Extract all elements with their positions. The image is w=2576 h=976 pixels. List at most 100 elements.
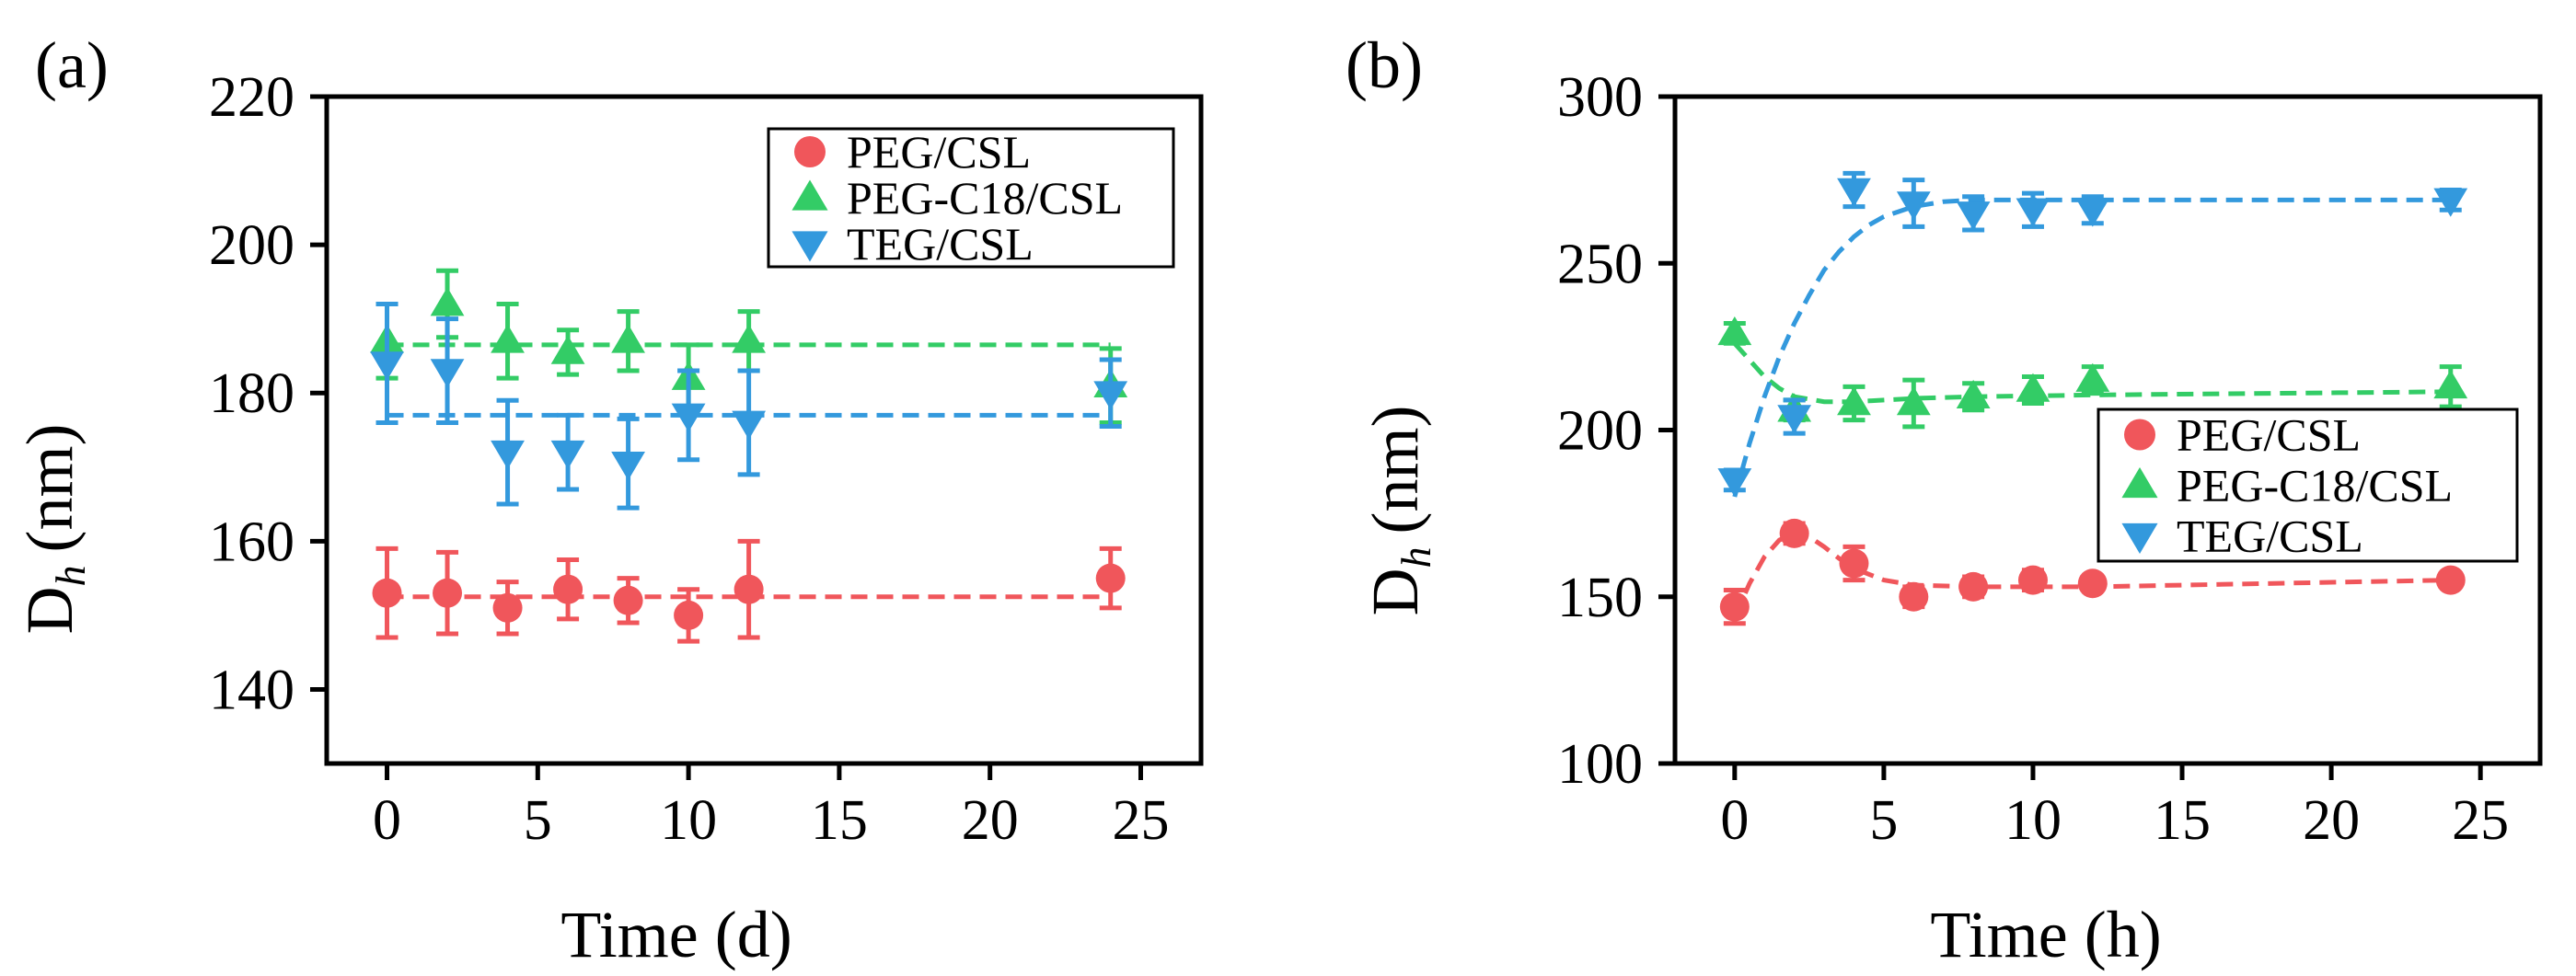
panel-b-point-peg-c18-csl [1717,316,1752,346]
panel-a-ylabel-main: D [13,586,87,634]
panel-a-point-peg-c18-csl [491,324,525,353]
panel-a-point-peg-csl [492,592,523,623]
panel-b-x-tick-label: 25 [2452,789,2509,852]
panel-a-label: (a) [35,29,109,102]
panel-b-x-axis-label: Time (h) [1930,898,2161,971]
panel-a-ylabel-unit: (nm) [13,424,87,553]
panel-a-y-tick-label: 200 [209,214,295,277]
panel-a-x-tick-label: 20 [962,789,1019,852]
panel-b-x-tick-label: 0 [1720,789,1749,852]
panel-b-legend-marker-peg-c18-csl [2121,466,2158,499]
panel-a-point-peg-c18-csl [611,324,645,353]
panel-b-legend-label-peg-c18-csl: PEG-C18/CSL [2177,460,2453,511]
panel-b-point-teg-csl [1777,405,1812,434]
panel-b-point-teg-csl [1956,201,1991,231]
panel-b-point-peg-c18-csl [2075,362,2110,392]
panel-b-y-tick-label: 250 [1557,233,1643,295]
panel-a-point-peg-csl [433,578,463,608]
panel-b-point-peg-c18-csl [2433,369,2468,399]
panel-a-x-axis-label: Time (d) [560,898,791,971]
svg-text:Dh(nm): Dh (nm) [13,424,94,635]
panel-a-y-tick-label: 220 [209,66,295,129]
panel-a-point-peg-csl [1095,563,1126,593]
panel-b-x-tick-label: 10 [2004,789,2062,852]
panel-a-y-axis-label: Dh (nm) [13,424,94,635]
panel-b-y-tick-label: 100 [1557,733,1643,796]
panel-a-x-tick-label: 15 [811,789,868,852]
panel-a-legend-label-peg-csl: PEG/CSL [847,126,1031,178]
panel-b-fit-teg-csl [1732,197,2451,498]
panel-b-point-peg-csl [1899,581,1929,612]
panel-b-y-tick-label: 200 [1557,400,1643,463]
panel-b-ylabel-unit: (nm) [1358,406,1432,534]
panel-b-point-peg-csl [1719,591,1750,622]
panel-a-point-teg-csl [370,351,404,381]
panel-a-x-tick-label: 25 [1112,789,1169,852]
panel-a-point-teg-csl [430,359,465,388]
panel-a-x-tick-label: 5 [524,789,552,852]
panel-b-point-teg-csl [1717,468,1752,498]
panel-a-point-peg-csl [734,574,764,604]
panel-a-x-tick-label: 10 [660,789,717,852]
panel-b-point-peg-csl [1958,571,1989,602]
panel-b-legend-marker-teg-csl [2121,522,2158,555]
panel-b-point-teg-csl [2016,198,2050,227]
panel-b-point-peg-c18-csl [1837,386,1871,416]
panel-b-point-teg-csl [2075,198,2110,227]
panel-a-point-teg-csl [732,410,767,440]
panel-a-point-peg-csl [674,600,704,630]
panel-b-point-peg-c18-csl [1896,386,1931,416]
panel-a-y-tick-label: 140 [209,659,295,721]
panel-a-point-peg-csl [553,574,583,604]
panel-b-legend-marker-peg-csl [2124,419,2155,451]
panel-a-point-teg-csl [611,451,645,481]
panel-b-point-teg-csl [1896,191,1931,221]
panel-b-legend-label-peg-csl: PEG/CSL [2177,409,2361,461]
panel-a-y-tick-label: 180 [209,362,295,425]
panel-a-point-peg-csl [372,578,402,608]
panel-b-ylabel-sub: h [1392,546,1439,568]
panel-a-point-peg-c18-csl [732,324,767,353]
panel-b-point-peg-csl [1779,518,1809,548]
panel-b: (b) Dh (nm) Time (h) 0 5 10 15 20 25 100 150 200 2… [1346,29,2543,971]
panel-a-point-teg-csl [491,440,525,470]
panel-b-y-tick-label: 300 [1557,66,1643,129]
panel-a-legend-label-teg-csl: TEG/CSL [847,218,1034,270]
panel-b-x-tick-label: 15 [2154,789,2211,852]
panel-b-y-tick-label: 150 [1557,567,1643,629]
panel-b-point-peg-c18-csl [1956,379,1991,409]
panel-b-point-teg-csl [2433,188,2468,217]
panel-a-point-teg-csl [1093,381,1128,410]
panel-b-fit-peg-c18-csl [1732,341,2451,405]
panel-a-legend-marker-teg-csl [791,231,828,262]
panel-b-legend-box [2097,408,2519,563]
panel-a-legend-marker-peg-c18-csl [791,179,828,211]
panel-b-ylabel-main: D [1358,568,1432,615]
panel-a: (a) Dh (nm) Time (d) 0 5 10 15 20 25 140 160 180 2… [13,29,1204,971]
panel-b-point-peg-csl [2017,565,2048,595]
panel-b-x-tick-label: 5 [1869,789,1898,852]
panel-a-point-peg-c18-csl [430,287,465,316]
panel-a-point-teg-csl [550,440,585,470]
panel-b-x-tick-label: 20 [2303,789,2360,852]
panel-a-plot-frame [324,94,1204,766]
panel-b-label: (b) [1346,29,1423,102]
panel-b-y-axis-label: Dh (nm) [1358,406,1439,616]
svg-text:Dh(nm): Dh (nm) [1358,406,1439,616]
panel-a-point-peg-c18-csl [550,335,585,364]
panel-a-point-teg-csl [671,403,706,432]
panel-a-y-tick-label: 160 [209,511,295,573]
panel-b-point-teg-csl [1837,178,1871,207]
panel-a-legend-box [767,127,1175,269]
panel-b-point-peg-csl [2077,568,2108,599]
panel-b-point-peg-c18-csl [2016,373,2050,402]
panel-b-point-peg-csl [1839,548,1869,579]
panel-a-legend-marker-peg-csl [794,136,826,167]
panel-b-point-peg-csl [2435,565,2466,595]
panel-a-legend-label-peg-c18-csl: PEG-C18/CSL [847,172,1123,224]
panel-a-x-tick-label: 0 [373,789,401,852]
panel-a-ylabel-sub: h [47,565,94,586]
